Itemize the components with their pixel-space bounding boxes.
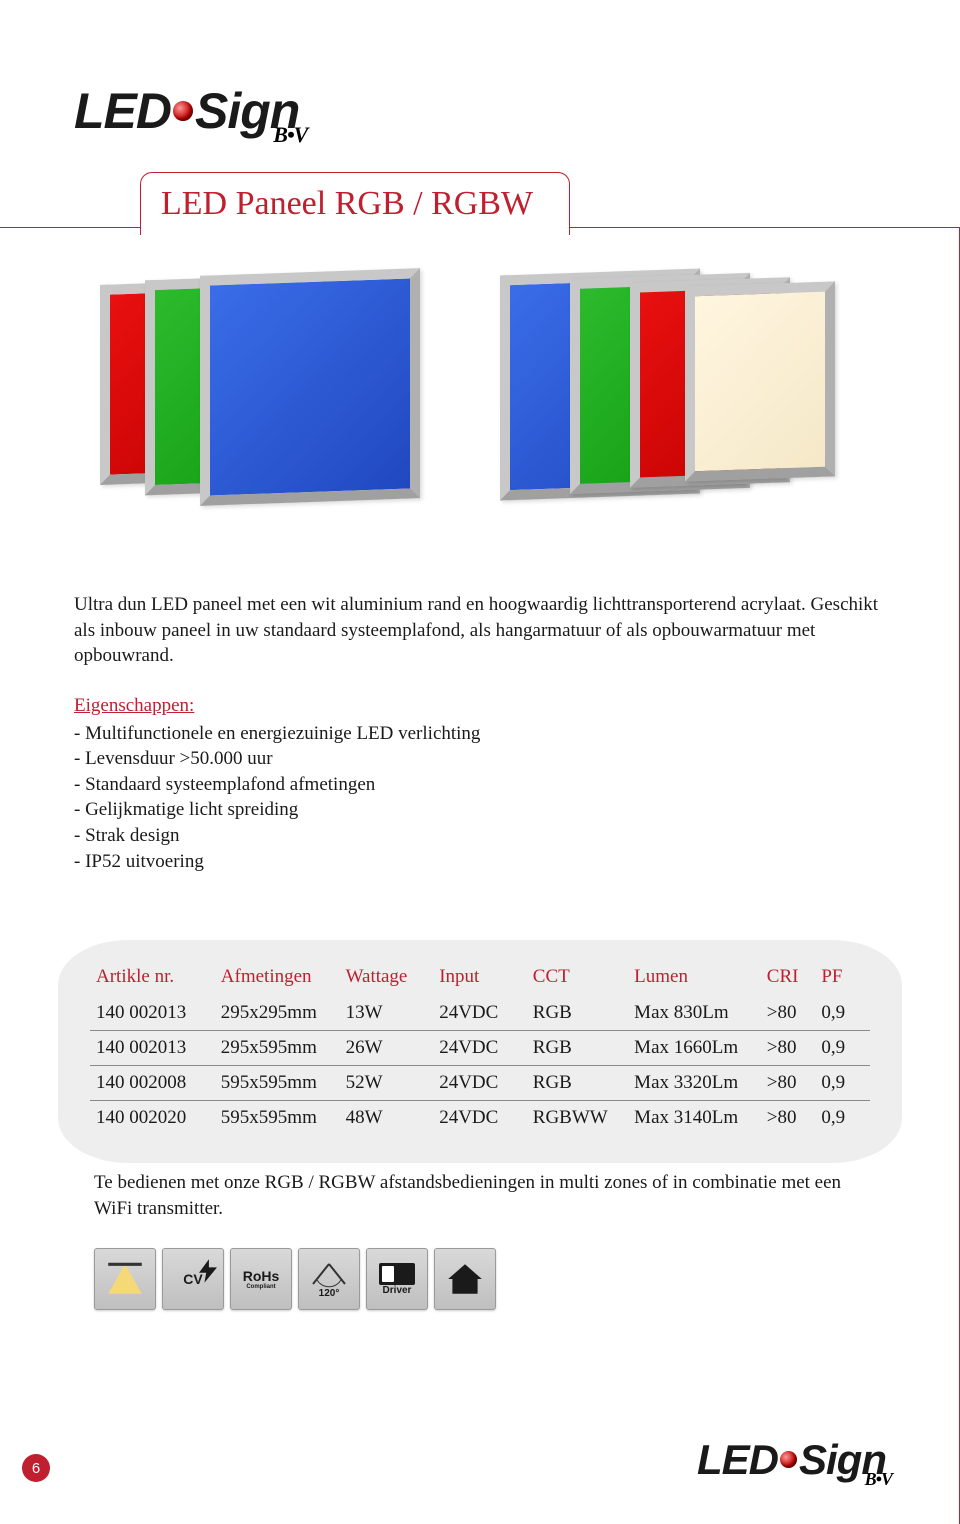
cell-cri: >80 [761,1101,816,1136]
cell-artikle: 140 002013 [90,996,215,1031]
property-item: - Gelijkmatige licht spreiding [74,797,880,823]
cell-artikle: 140 002013 [90,1031,215,1066]
page-title: LED Paneel RGB / RGBW [161,185,533,223]
property-item: - Levensduur >50.000 uur [74,746,880,772]
driver-icon: Driver [366,1248,428,1310]
table-row: 140 002013 295x295mm 13W 24VDC RGB Max 8… [90,996,870,1031]
table-row: 140 002013 295x595mm 26W 24VDC RGB Max 1… [90,1031,870,1066]
cell-artikle: 140 002008 [90,1066,215,1101]
page-number: 6 [22,1454,50,1482]
col-header-afmetingen: Afmetingen [215,962,340,996]
cell-input: 24VDC [433,996,527,1031]
indoor-icon [434,1248,496,1310]
cell-wattage: 26W [340,1031,434,1066]
cell-pf: 0,9 [815,1066,870,1101]
logo-dot-icon [780,1451,797,1468]
rohs-label: RoHs [243,1268,280,1284]
cell-lumen: Max 3320Lm [628,1066,761,1101]
col-header-lumen: Lumen [628,962,761,996]
col-header-cct: CCT [527,962,628,996]
constant-voltage-icon: CV [162,1248,224,1310]
logo-led-text: LED [697,1436,778,1483]
panel-blue-icon [200,268,420,506]
property-item: - Multifunctionele en energiezuinige LED… [74,721,880,747]
rohs-icon: RoHs Compliant [230,1248,292,1310]
cell-cri: >80 [761,1031,816,1066]
cell-pf: 0,9 [815,996,870,1031]
panel-white-icon [685,281,835,481]
beam-angle-icon: 120° [298,1248,360,1310]
angle-label: 120° [319,1288,340,1299]
cell-artikle: 140 002020 [90,1101,215,1136]
table-header-row: Artikle nr. Afmetingen Wattage Input CCT… [90,962,870,996]
cell-wattage: 13W [340,996,434,1031]
driver-label: Driver [383,1285,412,1296]
product-image-row [100,272,860,532]
cell-afmetingen: 595x595mm [215,1101,340,1136]
cell-afmetingen: 595x595mm [215,1066,340,1101]
cell-lumen: Max 3140Lm [628,1101,761,1136]
col-header-artikle: Artikle nr. [90,962,215,996]
cell-cct: RGB [527,1031,628,1066]
cell-lumen: Max 1660Lm [628,1031,761,1066]
col-header-pf: PF [815,962,870,996]
spec-table-container: Artikle nr. Afmetingen Wattage Input CCT… [58,940,902,1163]
col-header-cri: CRI [761,962,816,996]
property-item: - IP52 uitvoering [74,849,880,875]
cell-cri: >80 [761,996,816,1031]
panel-group-rgbw [500,272,860,522]
intro-paragraph: Ultra dun LED paneel met een wit alumini… [74,592,880,669]
cell-cri: >80 [761,1066,816,1101]
cell-input: 24VDC [433,1031,527,1066]
cell-wattage: 52W [340,1066,434,1101]
cell-input: 24VDC [433,1101,527,1136]
cell-pf: 0,9 [815,1101,870,1136]
properties-list: - Multifunctionele en energiezuinige LED… [74,721,880,875]
cell-cct: RGB [527,996,628,1031]
property-item: - Standaard systeemplafond afmetingen [74,772,880,798]
table-row: 140 002008 595x595mm 52W 24VDC RGB Max 3… [90,1066,870,1101]
beam-spread-icon [94,1248,156,1310]
cell-wattage: 48W [340,1101,434,1136]
brand-logo-footer: LEDSign B•V [697,1436,886,1484]
cell-input: 24VDC [433,1066,527,1101]
table-row: 140 002020 595x595mm 48W 24VDC RGBWW Max… [90,1101,870,1136]
description-block: Ultra dun LED paneel met een wit alumini… [74,592,880,874]
table-body: 140 002013 295x295mm 13W 24VDC RGB Max 8… [90,996,870,1135]
logo-dot-icon [173,101,193,121]
logo-bv-text: B•V [865,1469,892,1490]
logo-bv-text: B•V [273,122,307,148]
certification-row: CV RoHs Compliant 120° Driver [94,1248,496,1310]
cell-cct: RGB [527,1066,628,1101]
brand-logo-header: LEDSign B•V [74,82,299,140]
cell-lumen: Max 830Lm [628,996,761,1031]
cell-afmetingen: 295x595mm [215,1031,340,1066]
footnote-text: Te bedienen met onze RGB / RGBW afstands… [94,1170,870,1221]
cell-pf: 0,9 [815,1031,870,1066]
properties-heading: Eigenschappen: [74,693,880,719]
spec-table: Artikle nr. Afmetingen Wattage Input CCT… [90,962,870,1135]
panel-group-rgb [100,272,460,522]
col-header-input: Input [433,962,527,996]
col-header-wattage: Wattage [340,962,434,996]
rohs-sub-label: Compliant [246,1284,275,1290]
cell-cct: RGBWW [527,1101,628,1136]
logo-led-text: LED [74,83,171,139]
cell-afmetingen: 295x295mm [215,996,340,1031]
title-box: LED Paneel RGB / RGBW [140,172,570,235]
property-item: - Strak design [74,823,880,849]
